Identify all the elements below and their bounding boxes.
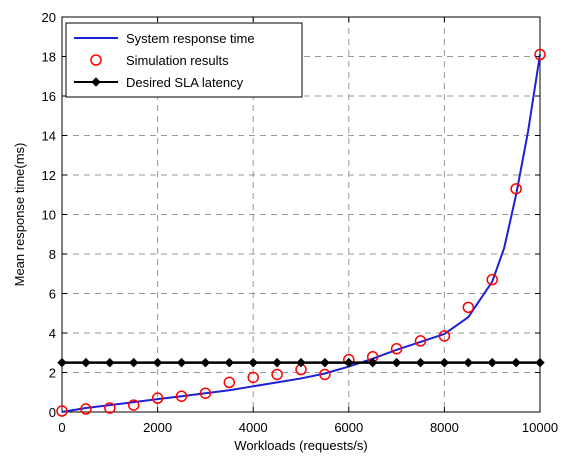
data-point	[487, 357, 497, 368]
y-tick-label: 18	[42, 50, 56, 65]
data-point	[199, 387, 212, 399]
x-tick-label: 8000	[430, 420, 459, 435]
data-point	[414, 335, 427, 347]
data-point	[248, 357, 258, 368]
series-2	[57, 357, 545, 368]
data-point	[151, 392, 164, 404]
data-point	[200, 357, 211, 368]
data-point	[80, 403, 92, 415]
data-point	[223, 376, 236, 389]
data-point	[127, 399, 140, 411]
series	[56, 48, 546, 417]
data-point	[534, 48, 546, 61]
y-tick-label: 4	[49, 326, 56, 341]
data-point	[390, 343, 403, 355]
data-point	[57, 357, 67, 368]
data-point	[486, 273, 498, 286]
y-tick-label: 20	[42, 10, 56, 25]
legend-item: Desired SLA latency	[74, 75, 244, 90]
y-tick-label: 16	[42, 89, 56, 104]
data-point	[105, 357, 115, 368]
legend-label: Desired SLA latency	[126, 75, 244, 90]
data-point	[511, 357, 521, 368]
x-tick-label: 0	[58, 420, 65, 435]
data-point	[56, 405, 68, 417]
y-axis-title: Mean response time(ms)	[12, 143, 27, 287]
y-tick-label: 0	[49, 405, 56, 420]
data-point	[535, 357, 545, 368]
data-point	[175, 390, 188, 402]
y-tick-label: 10	[42, 208, 56, 223]
y-tick-label: 2	[49, 366, 56, 381]
data-point	[439, 357, 450, 368]
data-point	[224, 357, 235, 368]
data-point	[152, 357, 163, 368]
data-point	[320, 357, 330, 368]
series-0	[61, 54, 541, 413]
data-point	[462, 301, 475, 314]
data-point	[271, 368, 283, 381]
y-tick-label: 6	[49, 287, 56, 302]
y-tick-label: 12	[42, 168, 56, 183]
legend-label: System response time	[126, 31, 255, 46]
y-tick-label: 14	[42, 129, 56, 144]
legend-box	[65, 22, 303, 98]
x-axis-title: Workloads (requests/s)	[234, 438, 367, 453]
data-point	[128, 357, 139, 368]
data-point	[296, 357, 306, 368]
legend: System response time Simulation results De…	[65, 22, 303, 98]
data-point	[272, 357, 282, 368]
data-point	[104, 402, 116, 414]
data-point	[81, 357, 91, 368]
data-point	[391, 357, 402, 368]
x-tick-label: 6000	[334, 420, 363, 435]
data-point	[438, 330, 451, 342]
series-line	[61, 54, 541, 413]
data-point	[463, 357, 474, 368]
data-point	[319, 368, 331, 381]
legend-marker	[90, 54, 102, 66]
axis-ticks: 0 2000 4000 6000 8000 10000 0 2 4 6 8 10 12 14 16 18 20	[42, 10, 559, 435]
data-point	[367, 357, 378, 368]
legend-item: Simulation results	[90, 53, 229, 68]
x-tick-label: 4000	[239, 420, 268, 435]
data-point	[344, 357, 354, 368]
x-tick-label: 2000	[143, 420, 172, 435]
legend-marker	[91, 77, 101, 87]
legend-label: Simulation results	[126, 53, 229, 68]
x-tick-label: 10000	[522, 420, 558, 435]
data-point	[247, 371, 259, 384]
data-point	[510, 183, 522, 195]
y-tick-label: 8	[49, 247, 56, 262]
data-point	[176, 357, 187, 368]
data-point	[415, 357, 426, 368]
legend-item: System response time	[74, 31, 255, 46]
